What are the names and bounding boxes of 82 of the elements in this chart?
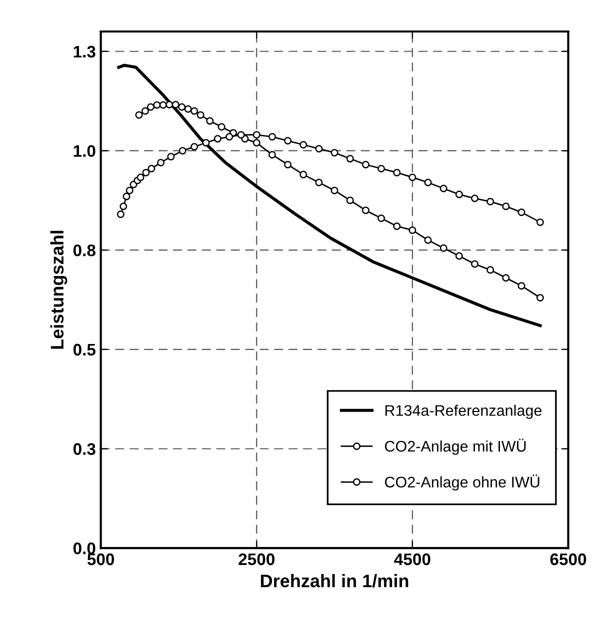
point [408,174,416,182]
point [196,111,204,119]
x-axis-title: Drehzahl in 1/min [260,574,408,588]
point [502,274,510,282]
point [393,222,401,230]
point [486,198,494,206]
legend-label: CO2-Anlage mit IWÜ [384,438,526,455]
line-series [117,64,542,328]
y-tick-label: 1.3 [74,46,96,58]
point [202,139,210,147]
point [252,131,260,139]
point [237,131,245,139]
y-tick-label: 0.3 [73,443,96,455]
point [536,294,544,302]
point [218,123,226,131]
point [120,202,128,210]
y-tick-label: 0.8 [73,244,96,256]
point [172,100,180,108]
legend-label: CO2-Anlage ohne IWÜ [384,474,540,491]
point [142,168,150,176]
legend-label: R134a-Referenzanlage [385,404,542,419]
point [300,170,308,178]
point [440,244,448,252]
point [455,252,463,260]
point [424,236,432,244]
point [300,141,308,149]
point [159,101,167,109]
point [424,178,432,186]
point [141,107,149,115]
point [346,196,354,204]
point [346,154,354,162]
point [136,174,144,182]
point [518,282,526,290]
point [226,133,234,141]
point [315,178,323,186]
point [206,117,214,125]
point [536,218,544,226]
point [126,186,134,194]
point [518,208,526,216]
point [178,146,186,154]
point [190,142,198,150]
point [166,100,174,108]
point [470,194,478,202]
x-tick-label: 6500 [550,553,586,566]
y-tick-label: 0.0 [73,542,96,554]
y-axis-title: Leistungszahl [50,230,68,349]
point [470,260,478,268]
point [157,158,165,166]
x-tick-label: 4500 [394,553,430,566]
point [362,206,370,214]
point [315,144,323,152]
point [148,164,156,172]
point [116,210,124,218]
point [486,266,494,274]
point [362,160,370,168]
point [252,139,260,147]
point [153,101,161,109]
point [502,202,510,210]
point [408,226,416,234]
y-tick-label: 0.5 [73,344,96,356]
point [330,186,338,194]
point [135,111,143,119]
point [284,160,292,168]
point [167,152,175,160]
point [214,135,222,143]
point [146,103,154,111]
point [455,190,463,198]
point [440,184,448,192]
point [184,105,192,113]
point [284,137,292,145]
point [378,214,386,222]
point [122,192,130,200]
point [330,148,338,156]
point [268,150,276,158]
x-tick-label: 2500 [238,553,274,566]
point [190,107,198,115]
y-tick-label: 1.0 [74,145,96,157]
x-tick-label: 500 [87,553,114,566]
point [393,168,401,176]
point [268,133,276,141]
point [178,103,186,111]
point [378,164,386,172]
